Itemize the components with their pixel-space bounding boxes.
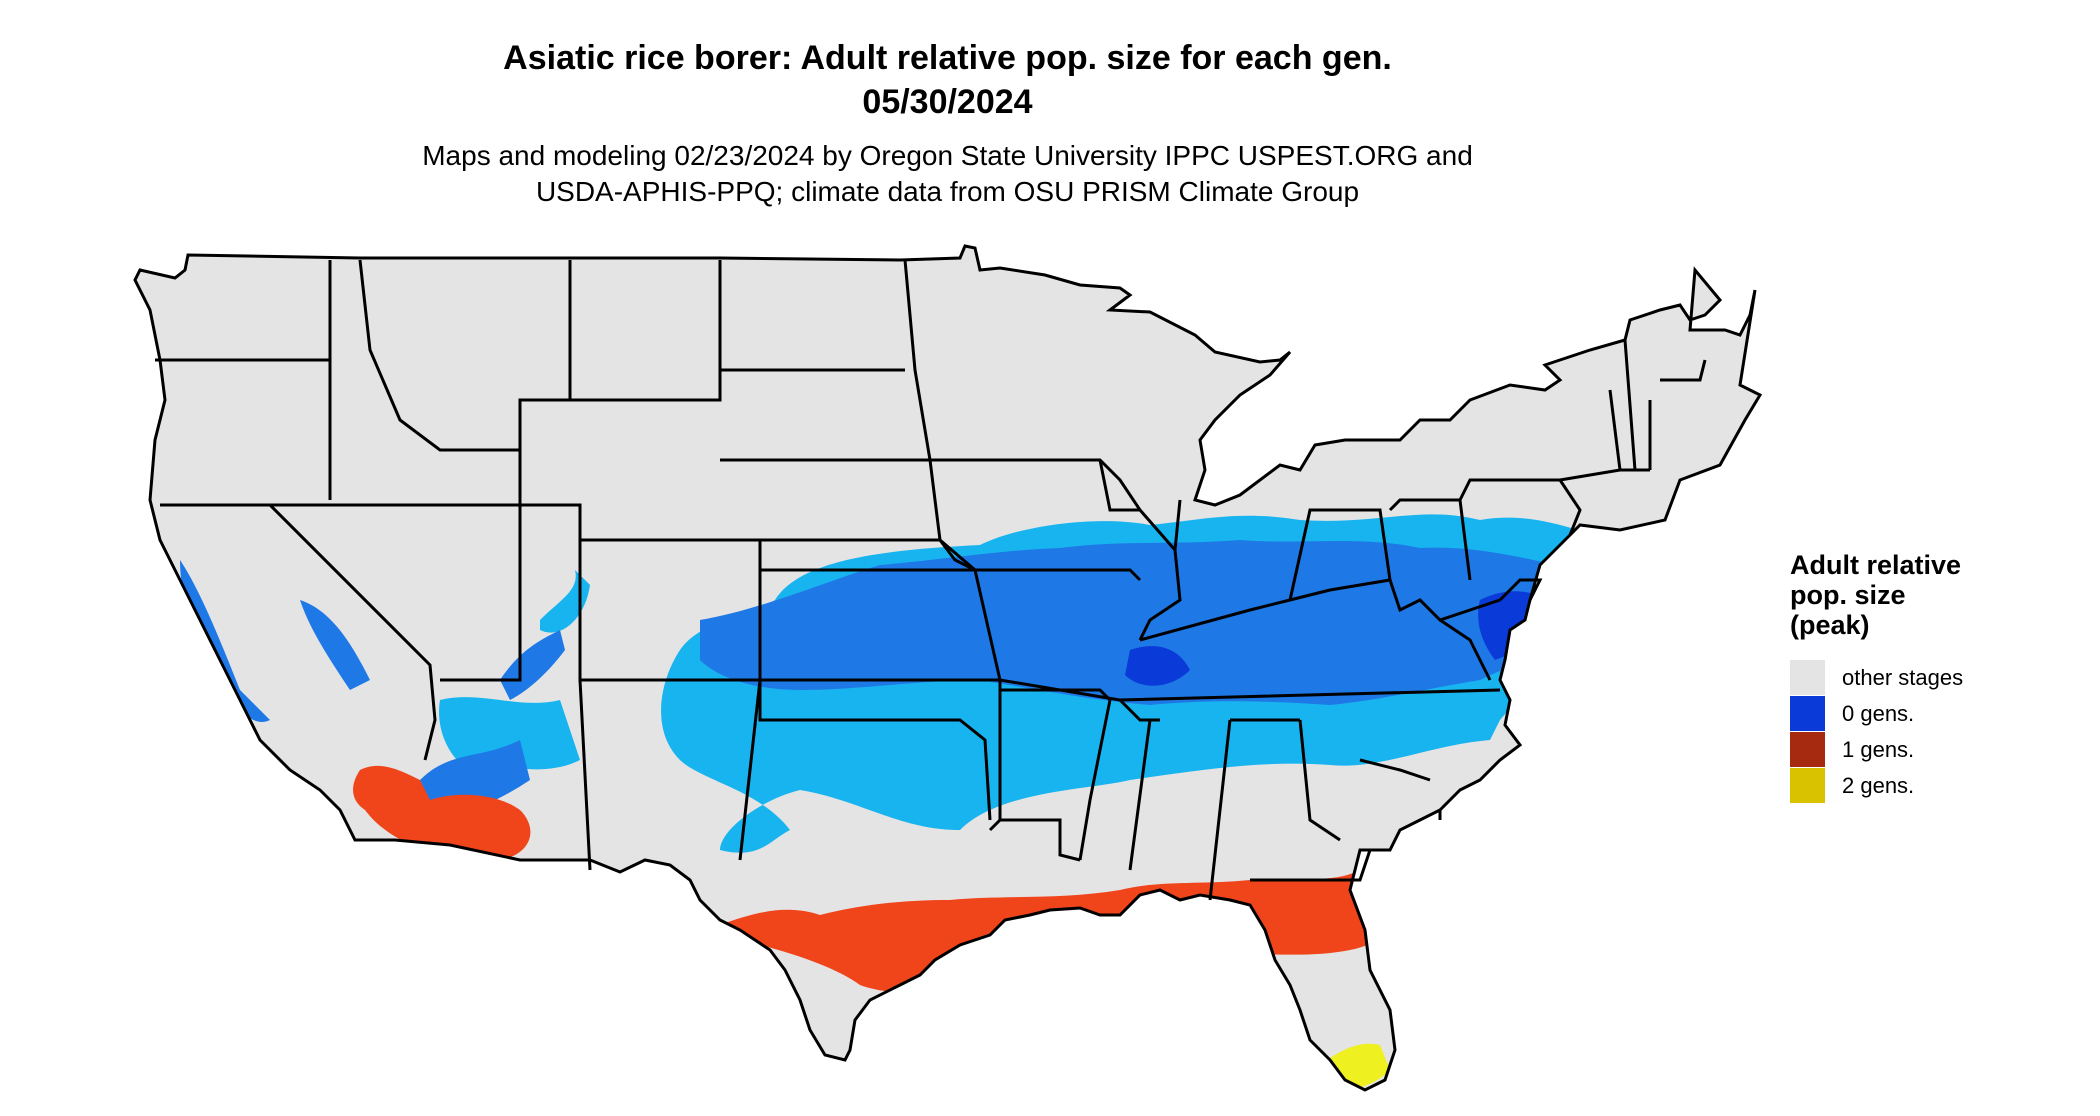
legend-item-other-stages: other stages	[1790, 660, 2090, 696]
legend-title-line-1: Adult relative	[1790, 550, 1962, 580]
state-borders	[155, 259, 1707, 901]
mid-blue-zone	[700, 540, 1628, 705]
legend-swatch-2-gens	[1790, 768, 1825, 803]
legend-item-0-gens: 0 gens.	[1790, 696, 2090, 732]
map-credit-line-1: Maps and modeling 02/23/2024 by Oregon S…	[422, 140, 1473, 171]
legend-title-line-2: pop. size	[1790, 580, 1906, 610]
map-title: Asiatic rice borer: Adult relative pop. …	[503, 39, 1392, 77]
map-date: 05/30/2024	[862, 83, 1033, 121]
orange-southwest-zone	[353, 765, 531, 865]
light-blue-zone-west	[439, 570, 590, 770]
legend-item-2-gens: 2 gens.	[1790, 768, 2090, 804]
legend-label: 1 gens.	[1842, 737, 1915, 762]
legend-label: 2 gens.	[1842, 773, 1915, 798]
legend-swatch-0-gens	[1790, 696, 1825, 731]
dark-blue-zone	[1125, 591, 1560, 686]
legend-label: other stages	[1842, 665, 1964, 690]
us-national-outline	[133, 244, 1763, 1092]
legend-label: 0 gens.	[1842, 701, 1915, 726]
legend-item-1-gens: 1 gens.	[1790, 732, 2090, 768]
legend-title: Adult relative pop. size (peak)	[1790, 550, 2090, 640]
legend: Adult relative pop. size (peak) other st…	[1790, 550, 2090, 804]
legend-swatch-1-gens	[1790, 732, 1825, 767]
legend-title-line-3: (peak)	[1790, 610, 1870, 640]
legend-swatch-other-stages	[1790, 660, 1825, 695]
map-credit-line-2: USDA-APHIS-PPQ; climate data from OSU PR…	[535, 176, 1360, 207]
